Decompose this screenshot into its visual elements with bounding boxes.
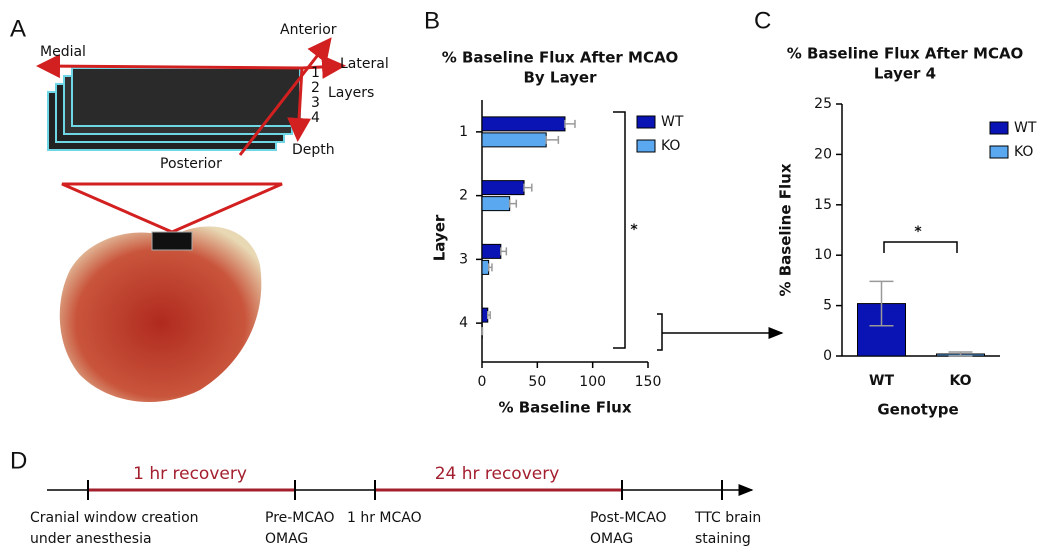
arrow	[238, 37, 332, 156]
panel-label: C	[754, 7, 771, 34]
y-tick-label: 25	[814, 96, 832, 112]
annotation: *	[914, 224, 922, 240]
y-tick-label: 3	[459, 251, 468, 267]
label: 2	[311, 80, 320, 96]
y-axis-title: Layer	[431, 214, 449, 261]
label: Medial	[40, 44, 86, 60]
x-tick-label: 150	[635, 374, 662, 390]
event-label: staining	[695, 531, 751, 547]
bracket	[883, 241, 958, 253]
event-label: 1 hr MCAO	[347, 510, 422, 526]
event-label: Post-MCAO	[590, 510, 667, 526]
bar	[481, 243, 502, 259]
x-axis-title: Genotype	[877, 401, 958, 419]
event-label: Cranial window creation	[30, 510, 199, 526]
y-tick-label: 15	[814, 197, 832, 213]
y-tick-label: 10	[814, 247, 832, 263]
chart-title: % Baseline Flux After MCAO	[787, 45, 1024, 63]
stack	[71, 67, 301, 127]
legend-swatch	[989, 145, 1009, 159]
y-tick-label: 20	[814, 146, 832, 162]
chart-subtitle: By Layer	[523, 69, 597, 87]
chart-title: % Baseline Flux After MCAO	[442, 49, 679, 67]
bracket	[657, 313, 663, 351]
label: Lateral	[340, 56, 389, 72]
brain	[59, 226, 262, 402]
event-label: OMAG	[265, 531, 308, 547]
annotation: *	[630, 222, 638, 238]
arrow	[287, 67, 312, 142]
zoom-triangle	[61, 182, 283, 234]
panel-label: A	[10, 15, 26, 42]
x-tick-label: KO	[949, 373, 971, 389]
x-tick-label: 0	[478, 374, 487, 390]
legend-label: KO	[1014, 144, 1033, 160]
bracket	[613, 111, 626, 349]
legend-swatch	[636, 115, 656, 129]
label: Layers	[328, 85, 374, 101]
panel-label: D	[10, 447, 27, 474]
chart-subtitle: Layer 4	[874, 65, 936, 83]
legend-label: KO	[661, 138, 680, 154]
label: 4	[311, 110, 320, 126]
event-label: under anesthesia	[30, 531, 152, 547]
label: Anterior	[280, 22, 337, 38]
timeline: 1 hr recovery 24 hr recovery	[47, 464, 754, 500]
y-tick-label: 2	[459, 188, 468, 204]
legend-label: WT	[661, 114, 684, 130]
event-label: TTC brain	[694, 510, 761, 526]
bar	[481, 180, 525, 196]
phase-label: 24 hr recovery	[435, 464, 560, 484]
y-tick-label: 4	[459, 315, 468, 331]
y-tick-label: 0	[823, 348, 832, 364]
y-axis-title: % Baseline Flux	[777, 163, 795, 296]
window	[151, 231, 193, 251]
label: Depth	[292, 142, 335, 158]
label: Posterior	[160, 156, 222, 172]
x-tick-label: WT	[869, 373, 894, 389]
event-label: OMAG	[590, 531, 633, 547]
y-tick-label: 5	[823, 298, 832, 314]
legend-label: WT	[1014, 120, 1037, 136]
bar	[481, 196, 511, 212]
legend-swatch	[636, 139, 656, 153]
bar	[481, 116, 566, 132]
phase-label: 1 hr recovery	[133, 464, 247, 484]
legend-swatch	[989, 121, 1009, 135]
label: 1	[311, 65, 320, 81]
x-tick-label: 50	[528, 374, 546, 390]
bar	[481, 132, 547, 148]
x-tick-label: 100	[579, 374, 606, 390]
x-axis-title: % Baseline Flux	[498, 399, 631, 417]
event-label: Pre-MCAO	[265, 510, 335, 526]
panel-label: B	[424, 7, 440, 34]
y-tick-label: 1	[459, 124, 468, 140]
bar	[481, 307, 489, 323]
diagram: Anterior Medial Lateral Layers 1 2 3 4 P…	[36, 22, 389, 402]
bar	[481, 259, 490, 275]
arrow	[36, 54, 303, 79]
label: 3	[311, 95, 320, 111]
